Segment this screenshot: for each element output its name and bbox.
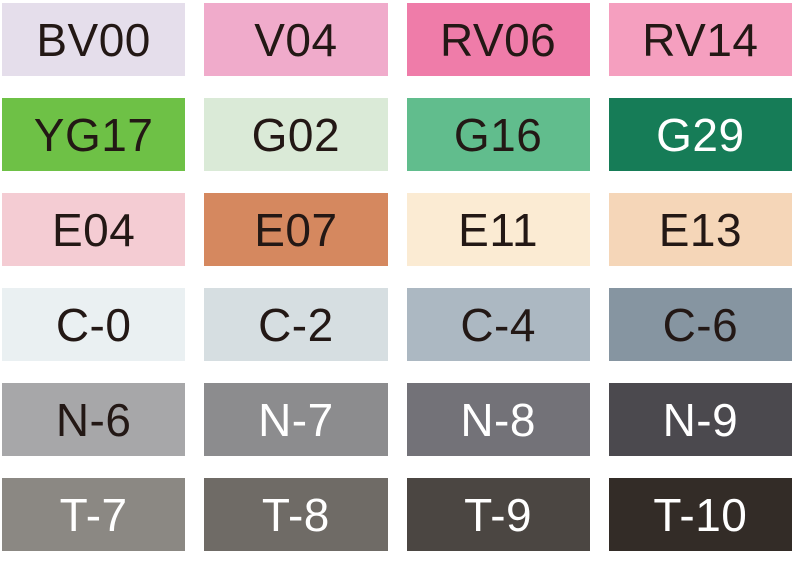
color-code-label: C-0 <box>55 298 132 351</box>
color-code-label: E07 <box>254 203 338 256</box>
swatch-c-4: C-4 <box>406 288 590 361</box>
color-code-label: N-8 <box>460 393 536 446</box>
swatch-g16: G16 <box>406 98 590 171</box>
swatch-t-10: T-10 <box>608 478 792 551</box>
swatch-g02: G02 <box>204 98 388 171</box>
color-code-label: N-7 <box>258 393 334 446</box>
swatch-t-8: T-8 <box>204 478 388 551</box>
color-code-label: V04 <box>254 13 338 66</box>
swatch-n-6: N-6 <box>2 383 186 456</box>
color-code-label: E13 <box>658 203 743 256</box>
swatch-c-2: C-2 <box>204 288 388 361</box>
color-code-label: E11 <box>458 203 539 256</box>
color-code-label: C-2 <box>258 298 334 351</box>
swatch-n-8: N-8 <box>406 383 590 456</box>
color-code-label: G02 <box>251 108 341 161</box>
swatch-rv14: RV14 <box>608 3 792 76</box>
color-code-label: T-7 <box>59 488 128 541</box>
color-code-label: T-9 <box>464 488 533 541</box>
color-code-label: RV14 <box>642 13 759 66</box>
swatch-t-9: T-9 <box>406 478 590 551</box>
swatch-c-0: C-0 <box>2 288 186 361</box>
swatch-e13: E13 <box>608 193 792 266</box>
color-code-label: YG17 <box>33 108 154 161</box>
swatch-e04: E04 <box>2 193 186 266</box>
swatch-g29: G29 <box>608 98 792 171</box>
color-code-label: BV00 <box>36 13 151 66</box>
swatch-e07: E07 <box>204 193 388 266</box>
swatch-c-6: C-6 <box>608 288 792 361</box>
color-code-label: G16 <box>453 108 543 161</box>
color-code-label: C-6 <box>662 298 739 351</box>
swatch-v04: V04 <box>204 3 388 76</box>
color-code-label: T-10 <box>653 488 748 541</box>
color-code-label: N-9 <box>662 393 739 446</box>
swatch-e11: E11 <box>406 193 590 266</box>
color-code-label: RV06 <box>440 13 557 66</box>
color-code-label: T-8 <box>261 488 330 541</box>
swatch-bv00: BV00 <box>2 3 186 76</box>
color-code-label: C-4 <box>460 298 536 351</box>
color-code-label: N-6 <box>55 393 132 446</box>
swatch-n-7: N-7 <box>204 383 388 456</box>
swatch-t-7: T-7 <box>2 478 186 551</box>
swatch-rv06: RV06 <box>406 3 590 76</box>
swatch-yg17: YG17 <box>2 98 186 171</box>
color-code-label: E04 <box>51 203 136 256</box>
swatch-n-9: N-9 <box>608 383 792 456</box>
color-code-label: G29 <box>656 108 745 161</box>
